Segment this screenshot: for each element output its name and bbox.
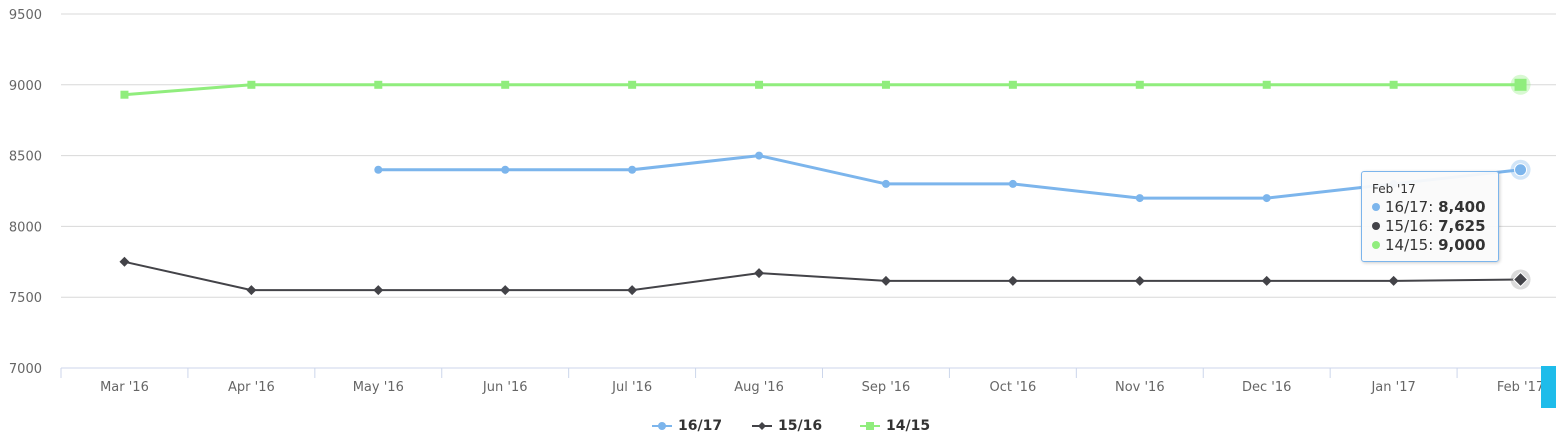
data-point <box>1262 80 1271 89</box>
x-tick-label: Jun '16 <box>482 380 528 395</box>
data-point <box>627 285 638 296</box>
data-point <box>1262 194 1271 203</box>
data-point <box>374 80 383 89</box>
x-tick-label: Nov '16 <box>1115 380 1165 395</box>
tooltip-row-14-15: 14/15: 9,000 <box>1372 236 1498 255</box>
data-point <box>755 80 764 89</box>
tooltip-value: 9,000 <box>1438 236 1486 254</box>
data-point <box>1134 275 1145 286</box>
tooltip-value: 7,625 <box>1438 217 1486 235</box>
series-line-14-15 <box>124 83 1521 97</box>
data-point <box>374 165 383 174</box>
x-tick-label: Dec '16 <box>1242 380 1291 395</box>
legend-item-15-16[interactable]: 15/16 <box>752 418 822 434</box>
x-tick-label: Oct '16 <box>990 380 1037 395</box>
data-point <box>1261 275 1272 286</box>
legend-label: 15/16 <box>778 418 823 434</box>
y-tick-label: 8500 <box>9 150 42 165</box>
legend-label: 14/15 <box>886 418 931 434</box>
series-dot-icon <box>1372 240 1380 249</box>
x-tick-label: Mar '16 <box>100 380 149 395</box>
legend-item-14-15[interactable]: 14/15 <box>860 418 930 434</box>
data-point <box>754 268 765 279</box>
data-point <box>120 90 129 99</box>
x-tick-label: Apr '16 <box>228 380 275 395</box>
x-tick-label: Aug '16 <box>734 380 784 395</box>
data-point <box>119 256 130 267</box>
tooltip-label: 15/16: <box>1385 217 1439 235</box>
data-point <box>1135 194 1144 203</box>
tooltip-row-15-16: 15/16: 7,625 <box>1372 217 1498 236</box>
data-point <box>1512 271 1529 288</box>
data-point <box>1514 163 1528 177</box>
data-point <box>628 80 637 89</box>
y-tick-label: 7500 <box>9 291 42 306</box>
data-point <box>1514 78 1527 91</box>
circle-marker-icon <box>652 422 672 430</box>
legend-label: 16/17 <box>678 418 723 434</box>
series-line-16-17 <box>378 154 1521 200</box>
data-point <box>1389 80 1398 89</box>
data-point <box>501 80 510 89</box>
data-point <box>1008 179 1017 188</box>
data-point <box>1388 275 1399 286</box>
data-point <box>881 179 890 188</box>
y-tick-label: 9500 <box>9 8 42 23</box>
x-tick-label: Feb '17 <box>1497 380 1544 395</box>
x-tick-label: May '16 <box>353 380 404 395</box>
legend: 16/17 15/16 14/15 <box>0 418 1556 438</box>
tooltip-row-16-17: 16/17: 8,400 <box>1372 198 1498 217</box>
data-point <box>1135 80 1144 89</box>
data-point <box>373 285 384 296</box>
diamond-marker-icon <box>752 422 772 430</box>
x-tick-label: Jan '17 <box>1370 380 1415 395</box>
data-point <box>246 285 257 296</box>
series-dot-icon <box>1372 202 1380 211</box>
x-tick-label: Sep '16 <box>862 380 911 395</box>
series-dot-icon <box>1372 221 1380 230</box>
tooltip-header: Feb '17 <box>1372 182 1416 196</box>
data-point <box>501 165 510 174</box>
data-point <box>628 165 637 174</box>
data-point <box>755 151 764 160</box>
tooltip-label: 16/17: <box>1385 198 1439 216</box>
square-marker-icon <box>860 422 880 430</box>
tooltip-label: 14/15: <box>1385 236 1439 254</box>
data-point <box>880 275 891 286</box>
side-scroll-tab[interactable] <box>1541 366 1556 408</box>
y-tick-label: 9000 <box>9 79 42 94</box>
legend-item-16-17[interactable]: 16/17 <box>652 418 722 434</box>
y-tick-label: 7000 <box>9 362 42 377</box>
data-point <box>247 80 256 89</box>
tooltip: Feb '17 16/17: 8,400 15/16: 7,625 14/15:… <box>1361 171 1499 262</box>
tooltip-value: 8,400 <box>1438 198 1486 216</box>
series-line-15-16 <box>124 260 1521 292</box>
x-tick-label: Jul '16 <box>611 380 652 395</box>
data-point <box>881 80 890 89</box>
y-tick-label: 8000 <box>9 220 42 235</box>
data-point <box>1008 80 1017 89</box>
data-point <box>500 285 511 296</box>
data-point <box>1007 275 1018 286</box>
